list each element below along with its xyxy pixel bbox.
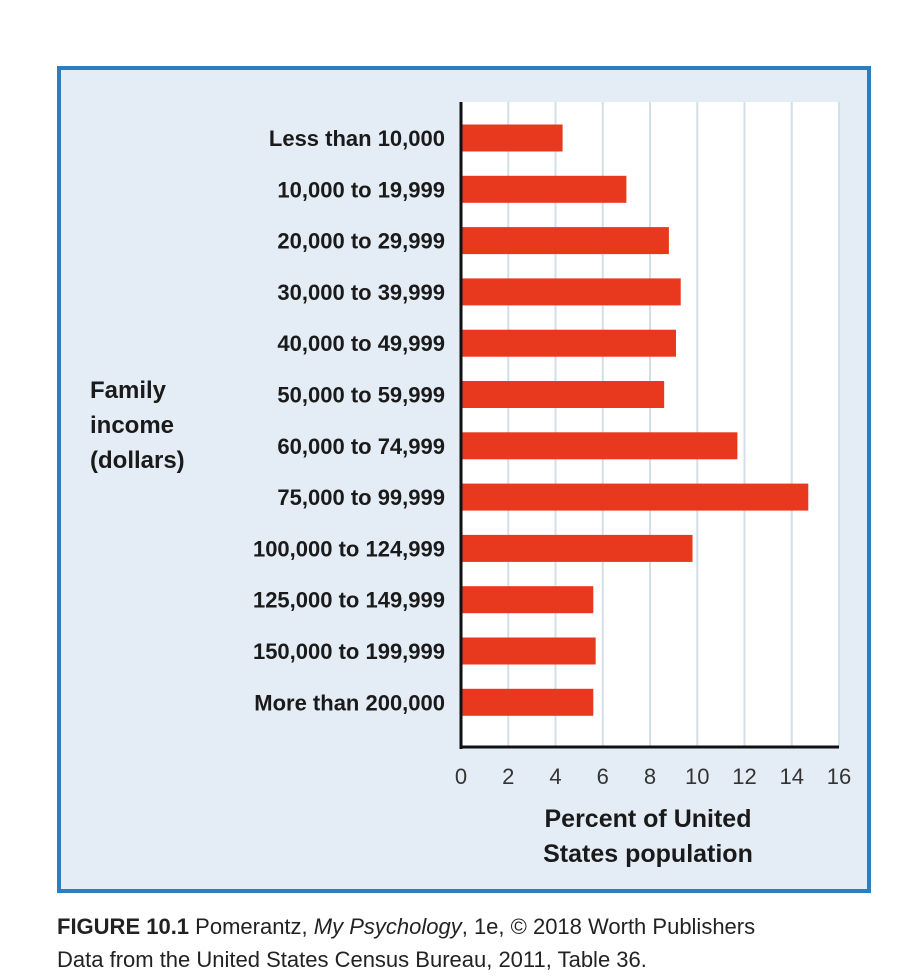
category-label: 150,000 to 199,999	[253, 639, 445, 664]
category-label: 10,000 to 19,999	[277, 177, 445, 202]
x-axis-title: States population	[543, 840, 753, 868]
category-label: More than 200,000	[254, 690, 445, 715]
category-label: 20,000 to 29,999	[277, 229, 445, 254]
figure-number: FIGURE 10.1	[57, 914, 190, 939]
category-label: 60,000 to 74,999	[277, 434, 445, 459]
book-title: My Psychology	[313, 914, 462, 939]
x-tick-label: 16	[827, 764, 851, 789]
x-tick-label: 10	[685, 764, 709, 789]
category-label: Less than 10,000	[269, 126, 445, 151]
x-tick-label: 4	[549, 764, 561, 789]
bar	[461, 586, 594, 614]
bar	[461, 381, 665, 408]
y-axis-title: income	[90, 412, 174, 439]
bar	[461, 124, 563, 152]
bar	[461, 688, 594, 716]
x-tick-label: 8	[644, 764, 656, 789]
y-axis-title: Family	[90, 377, 167, 404]
x-tick-label: 14	[780, 764, 804, 789]
category-label: 40,000 to 49,999	[277, 331, 445, 356]
category-label: 125,000 to 149,999	[253, 588, 445, 613]
x-tick-label: 12	[732, 764, 756, 789]
x-axis-title: Percent of United	[545, 805, 752, 833]
bar	[461, 483, 809, 511]
category-label: 30,000 to 39,999	[277, 280, 445, 305]
bar	[461, 637, 596, 665]
category-label: 50,000 to 59,999	[277, 383, 445, 408]
category-label: 75,000 to 99,999	[277, 485, 445, 510]
caption-text: Pomerantz,	[189, 914, 314, 939]
x-tick-label: 6	[597, 764, 609, 789]
bar	[461, 432, 738, 460]
figure-caption: FIGURE 10.1 Pomerantz, My Psychology, 1e…	[57, 910, 755, 976]
category-label: 100,000 to 124,999	[253, 536, 445, 561]
bar	[461, 227, 669, 255]
bar	[461, 278, 681, 306]
x-tick-label: 2	[502, 764, 514, 789]
caption-source: Data from the United States Census Burea…	[57, 947, 647, 972]
bar	[461, 175, 627, 203]
bar	[461, 329, 676, 357]
x-tick-label: 0	[455, 764, 467, 789]
y-axis-title: (dollars)	[90, 447, 185, 474]
caption-publisher: , 1e, © 2018 Worth Publishers	[461, 914, 756, 939]
bar	[461, 534, 693, 562]
